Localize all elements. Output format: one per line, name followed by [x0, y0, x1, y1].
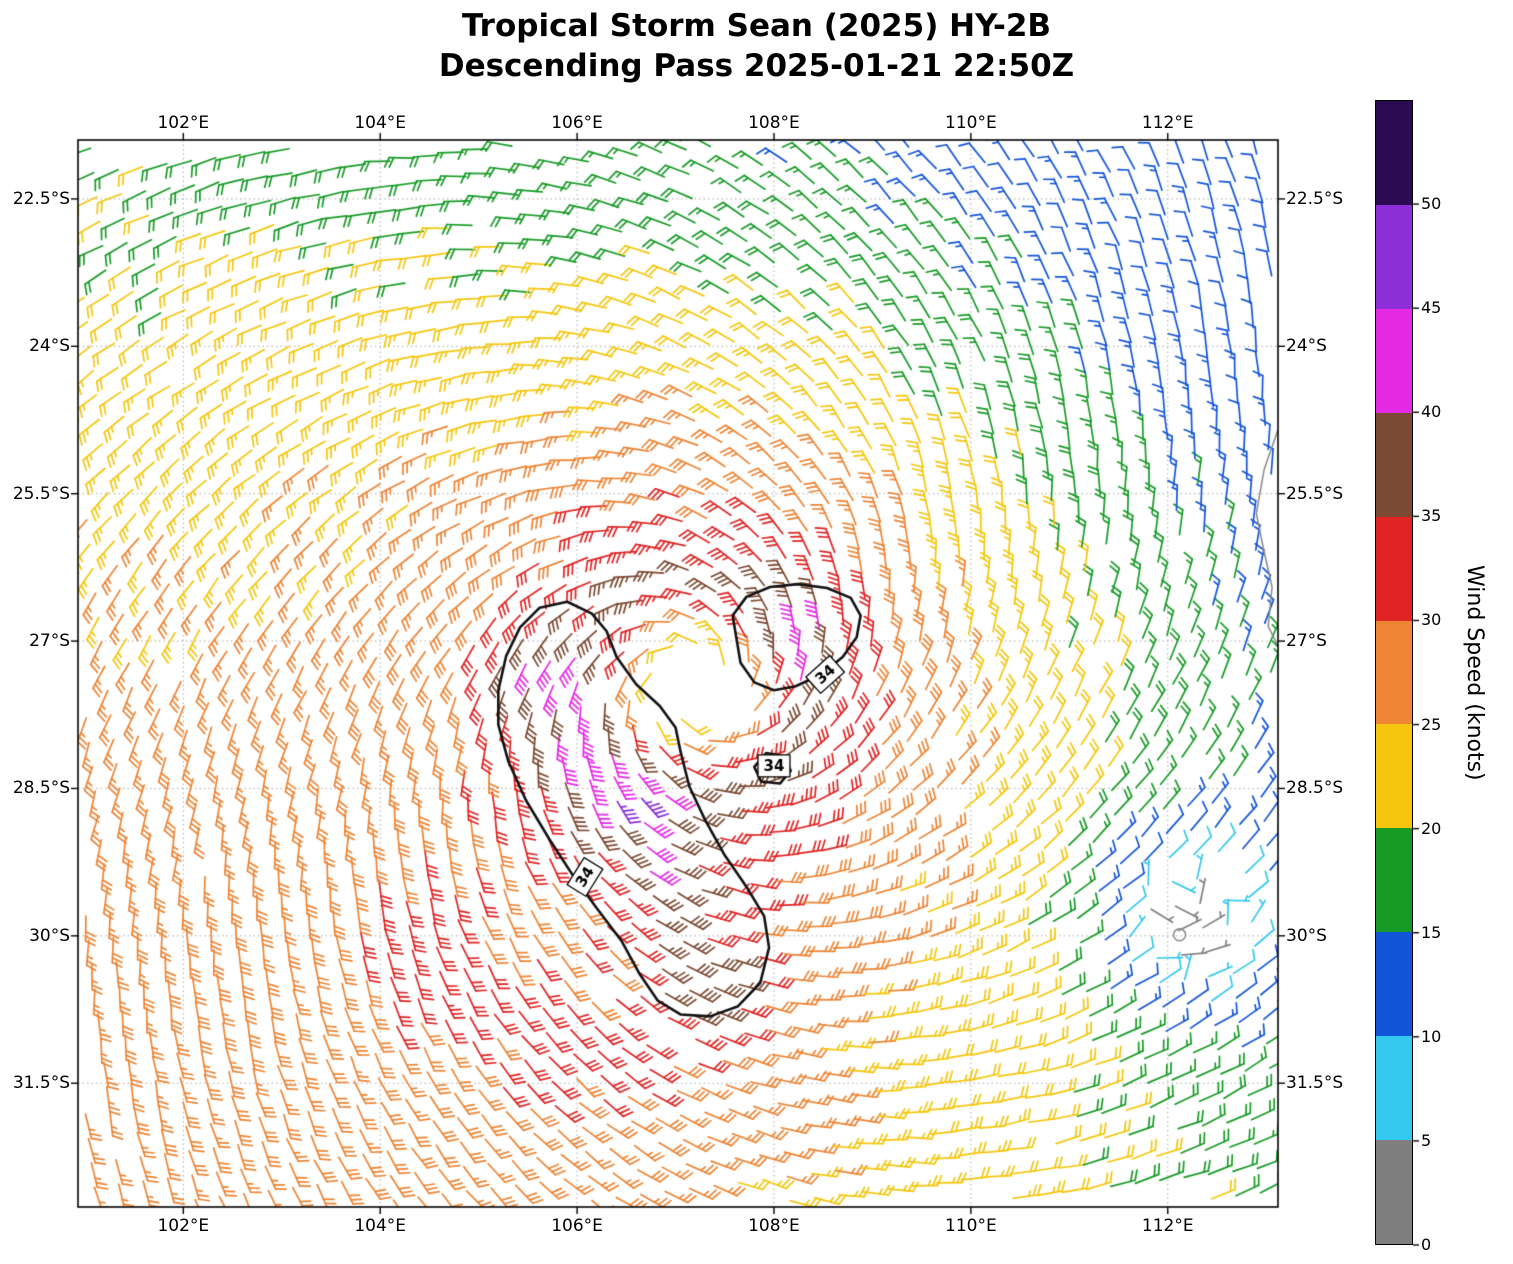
y-tick-label-left: 27°S	[29, 631, 70, 652]
y-tick-label-right: 27°S	[1286, 631, 1327, 652]
colorbar-segment	[1376, 204, 1412, 309]
x-tick-label-bottom: 106°E	[551, 1216, 603, 1236]
chart-title-line2: Descending Pass 2025-01-21 22:50Z	[438, 48, 1075, 84]
x-tick-label-bottom: 110°E	[945, 1216, 997, 1236]
colorbar-tick-label: 5	[1421, 1130, 1432, 1150]
y-tick-label-right: 28.5°S	[1286, 778, 1344, 799]
x-tick-label-top: 112°E	[1141, 113, 1194, 133]
colorbar-tick-label: 45	[1421, 298, 1442, 318]
y-tick-label-right: 30°S	[1286, 925, 1327, 946]
y-tick-label-right: 24°S	[1286, 336, 1327, 357]
colorbar-segment	[1376, 101, 1412, 205]
colorbar-tick-label: 35	[1421, 506, 1442, 526]
colorbar-segment	[1376, 1140, 1412, 1244]
colorbar-segment	[1376, 932, 1412, 1037]
colorbar-segment	[1376, 412, 1412, 517]
x-tick-label-bottom: 112°E	[1141, 1216, 1194, 1236]
colorbar-tick-label: 15	[1421, 922, 1442, 942]
chart-title: Tropical Storm Sean (2025) HY-2B Descend…	[0, 6, 1513, 86]
colorbar-segment	[1376, 828, 1412, 933]
colorbar-tick-label: 30	[1421, 610, 1442, 630]
x-tick-label-bottom: 104°E	[354, 1216, 407, 1236]
y-tick-label-left: 24°S	[29, 336, 70, 357]
colorbar	[1375, 100, 1413, 1245]
colorbar-segment	[1376, 1036, 1412, 1141]
y-tick-label-right: 31.5°S	[1286, 1073, 1344, 1094]
y-tick-label-right: 25.5°S	[1286, 483, 1344, 504]
colorbar-tick-label: 50	[1421, 194, 1442, 214]
x-tick-label-top: 102°E	[157, 113, 210, 133]
colorbar-tick-label: 0	[1421, 1235, 1432, 1254]
colorbar-segment	[1376, 516, 1412, 621]
colorbar-segment	[1376, 724, 1412, 829]
colorbar-tick-label: 10	[1421, 1026, 1442, 1046]
colorbar-tick-label: 25	[1421, 714, 1442, 734]
colorbar-tick-label: 20	[1421, 818, 1442, 838]
colorbar-segment	[1376, 308, 1412, 413]
colorbar-segment	[1376, 620, 1412, 725]
y-tick-label-left: 30°S	[29, 925, 70, 946]
x-tick-label-top: 106°E	[551, 113, 603, 133]
colorbar-axis-label: Wind Speed (knots)	[1462, 564, 1487, 781]
x-tick-label-top: 110°E	[945, 113, 997, 133]
y-tick-label-left: 28.5°S	[12, 778, 70, 799]
y-tick-label-right: 22.5°S	[1286, 188, 1344, 209]
y-tick-label-left: 31.5°S	[12, 1073, 70, 1094]
y-tick-label-left: 22.5°S	[12, 188, 70, 209]
x-tick-label-top: 104°E	[354, 113, 407, 133]
y-tick-label-left: 25.5°S	[12, 483, 70, 504]
x-tick-label-bottom: 108°E	[748, 1216, 800, 1236]
x-tick-label-bottom: 102°E	[157, 1216, 210, 1236]
colorbar-tick-label: 40	[1421, 402, 1442, 422]
x-tick-label-top: 108°E	[748, 113, 800, 133]
chart-title-line1: Tropical Storm Sean (2025) HY-2B	[461, 8, 1052, 44]
